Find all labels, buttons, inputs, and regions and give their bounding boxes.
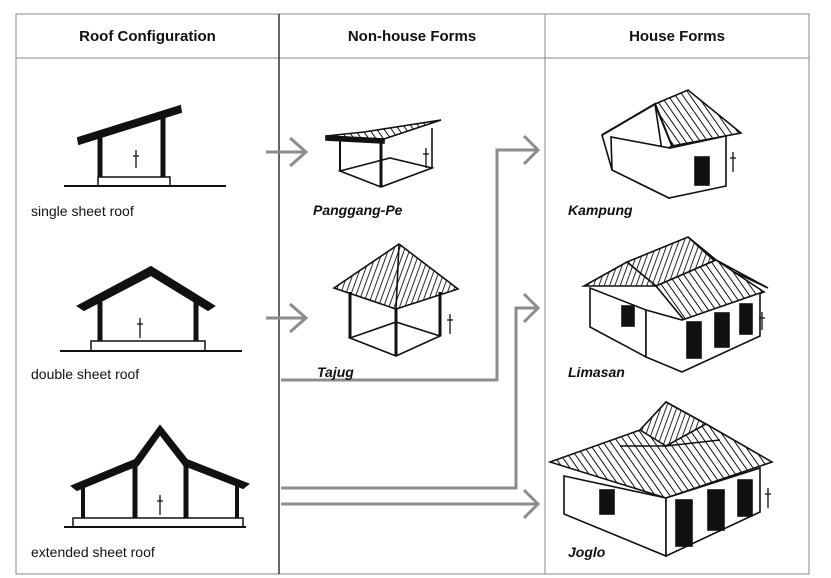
label-panggang-pe: Panggang-Pe xyxy=(313,202,403,218)
arrow-to-kampung xyxy=(281,134,541,382)
label-joglo: Joglo xyxy=(568,544,606,560)
label-double-sheet-roof: double sheet roof xyxy=(31,366,140,382)
arrow-double-to-tajug xyxy=(266,302,309,334)
header-non-house-forms: Non-house Forms xyxy=(347,27,477,45)
panggang-pe-drawing xyxy=(325,119,442,188)
label-extended-sheet-roof: extended sheet roof xyxy=(31,544,155,560)
kampung-drawing xyxy=(601,89,743,200)
arrow-single-to-panggang-pe xyxy=(266,136,309,168)
label-tajug: Tajug xyxy=(317,364,354,380)
joglo-drawing xyxy=(547,400,774,558)
limasan-drawing xyxy=(580,236,769,373)
header-house-forms: House Forms xyxy=(629,27,725,45)
arrow-to-joglo xyxy=(281,488,541,520)
table-grid xyxy=(15,13,810,575)
label-kampung: Kampung xyxy=(568,202,633,218)
single-sheet-roof-drawing xyxy=(64,104,226,187)
double-sheet-roof-drawing xyxy=(60,265,242,352)
label-single-sheet-roof: single sheet roof xyxy=(31,203,134,219)
flow-arrows xyxy=(266,134,541,520)
label-limasan: Limasan xyxy=(568,364,625,380)
header-roof-configuration: Roof Configuration xyxy=(79,27,216,45)
extended-sheet-roof-drawing xyxy=(64,424,250,528)
arrow-to-limasan xyxy=(281,292,541,490)
tajug-drawing xyxy=(332,243,460,357)
